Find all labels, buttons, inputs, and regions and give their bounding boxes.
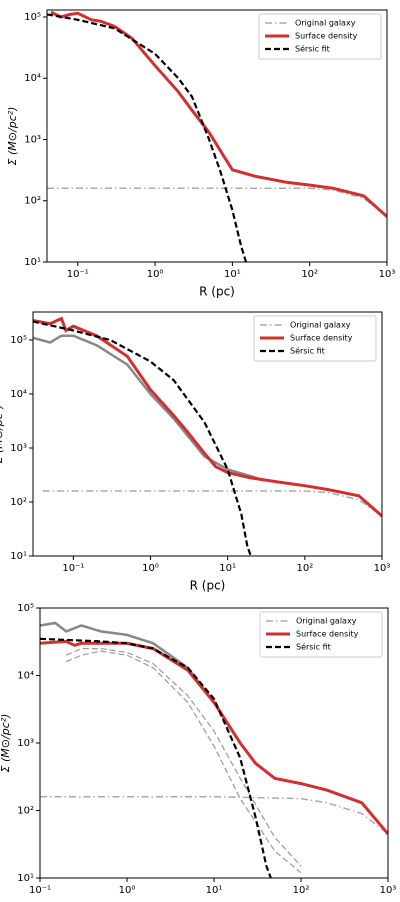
legend-box: [258, 13, 382, 60]
x-tick-label: 10³: [380, 885, 397, 896]
y-tick-label: 10⁵: [17, 603, 34, 614]
series-line: [40, 637, 272, 878]
x-tick-label: 10²: [296, 563, 313, 574]
legend: Original galaxy Surface density Sérsic fit: [253, 315, 377, 362]
series-line: [33, 334, 265, 482]
y-axis-label: Σ (M⊙/pc²): [0, 405, 5, 464]
y-tick-label: 10⁵: [24, 12, 41, 23]
series-line: [65, 650, 302, 874]
legend-label: Original galaxy: [296, 617, 357, 626]
legend-box: [259, 611, 383, 658]
y-tick-label: 10³: [10, 443, 27, 454]
y-tick-label: 10³: [24, 134, 41, 145]
legend-label: Original galaxy: [295, 19, 356, 28]
y-tick-label: 10²: [17, 806, 34, 817]
legend-label: Sérsic fit: [290, 346, 325, 356]
series-line: [40, 795, 388, 835]
series-line: [33, 316, 382, 518]
y-tick-label: 10⁵: [10, 335, 27, 346]
series-line: [40, 639, 388, 835]
series-line: [47, 187, 387, 218]
legend-box: [253, 315, 377, 362]
plot-frame: [46, 9, 388, 263]
x-tick-label: 10¹: [219, 563, 236, 574]
legend: Original galaxy Surface density Sérsic fit: [259, 611, 383, 658]
x-axis-label: R (pc): [190, 579, 226, 593]
x-axis-label: R (pc): [199, 285, 235, 299]
y-tick-label: 10²: [10, 497, 27, 508]
legend-label: Surface density: [295, 32, 358, 41]
series-line: [65, 648, 302, 867]
x-tick-label: 10²: [293, 885, 310, 896]
legend-label: Surface density: [296, 630, 359, 639]
y-tick-label: 10²: [24, 196, 41, 207]
x-tick-label: 10²: [301, 269, 318, 280]
y-tick-label: 10³: [17, 738, 34, 749]
plot-frame: [32, 311, 383, 557]
legend-label: Original galaxy: [290, 321, 351, 330]
y-tick-label: 10⁴: [10, 389, 27, 400]
series-line: [50, 10, 387, 218]
y-tick-label: 10⁴: [24, 73, 41, 84]
x-tick-label: 10¹: [206, 885, 223, 896]
legend-label: Surface density: [290, 334, 353, 343]
x-tick-label: 10¹: [224, 269, 241, 280]
y-tick-label: 10¹: [24, 257, 41, 268]
x-tick-label: 10⁰: [142, 563, 159, 574]
x-tick-label: 10⁰: [119, 885, 136, 896]
legend-label: Sérsic fit: [295, 44, 330, 54]
x-tick-label: 10⁰: [147, 269, 164, 280]
x-tick-label: 10⁻¹: [29, 885, 51, 896]
x-tick-label: 10⁻¹: [67, 269, 89, 280]
series-line: [33, 320, 252, 556]
y-tick-label: 10¹: [10, 551, 27, 562]
series-line: [47, 13, 248, 262]
series-line: [42, 490, 382, 517]
legend-label: Sérsic fit: [296, 642, 331, 652]
y-tick-label: 10¹: [17, 873, 34, 884]
y-axis-label: Σ (M⊙/pc²): [6, 107, 19, 166]
x-tick-label: 10³: [379, 269, 396, 280]
y-tick-label: 10⁴: [17, 671, 34, 682]
y-axis-label: Σ (M⊙/pc²): [0, 714, 12, 773]
plot-frame: [39, 607, 389, 879]
x-tick-label: 10⁻¹: [62, 563, 84, 574]
legend: Original galaxy Surface density Sérsic fit: [258, 13, 382, 60]
x-tick-label: 10³: [374, 563, 391, 574]
